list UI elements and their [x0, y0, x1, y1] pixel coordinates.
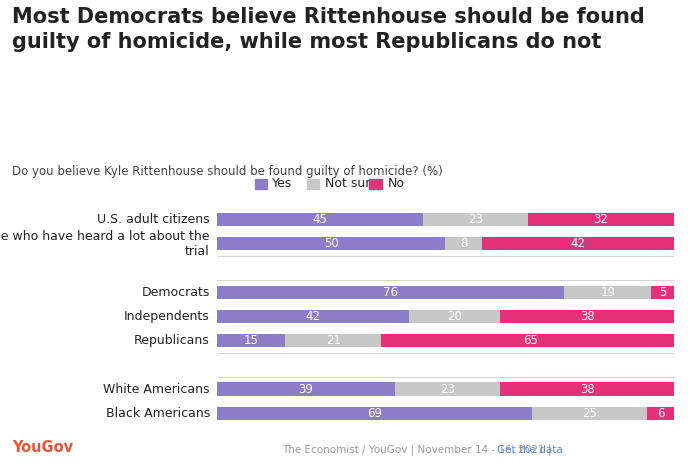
Bar: [217, 237, 446, 251]
Text: 19: 19: [601, 286, 615, 299]
Text: 50: 50: [324, 237, 338, 250]
Bar: [482, 237, 674, 251]
Text: 38: 38: [580, 310, 594, 323]
Text: 6: 6: [657, 407, 665, 420]
Text: Yes: Yes: [272, 177, 292, 190]
Bar: [381, 334, 679, 347]
Text: 20: 20: [447, 310, 462, 323]
Text: 42: 42: [305, 310, 321, 323]
Text: 38: 38: [580, 383, 594, 396]
Text: U.S. adult citizens: U.S. adult citizens: [97, 213, 210, 226]
Text: People who have heard a lot about the
trial: People who have heard a lot about the tr…: [0, 230, 210, 258]
Bar: [217, 310, 409, 323]
Text: Independents: Independents: [124, 310, 210, 323]
Text: 15: 15: [244, 334, 259, 347]
Text: 8: 8: [460, 237, 467, 250]
Bar: [500, 383, 674, 396]
Text: Democrats: Democrats: [142, 286, 210, 299]
Bar: [500, 310, 674, 323]
Bar: [446, 237, 482, 251]
Text: 69: 69: [367, 407, 382, 420]
Text: 76: 76: [383, 286, 398, 299]
Bar: [647, 407, 674, 420]
Text: 23: 23: [440, 383, 455, 396]
Text: 65: 65: [523, 334, 537, 347]
Bar: [422, 213, 528, 226]
Text: Do you believe Kyle Rittenhouse should be found guilty of homicide? (%): Do you believe Kyle Rittenhouse should b…: [12, 165, 443, 178]
Bar: [217, 407, 533, 420]
Bar: [395, 383, 500, 396]
Text: The Economist / YouGov | November 14 - 16, 2021 |: The Economist / YouGov | November 14 - 1…: [282, 444, 555, 455]
Bar: [564, 286, 652, 299]
Bar: [528, 213, 674, 226]
Text: 42: 42: [570, 237, 585, 250]
Text: YouGov: YouGov: [12, 440, 74, 455]
Text: 25: 25: [582, 407, 597, 420]
Text: 5: 5: [659, 286, 667, 299]
Text: 23: 23: [468, 213, 483, 226]
Bar: [533, 407, 647, 420]
Text: Republicans: Republicans: [134, 334, 210, 347]
Bar: [286, 334, 381, 347]
Bar: [217, 383, 395, 396]
Bar: [217, 213, 422, 226]
Text: 45: 45: [312, 213, 327, 226]
Text: 21: 21: [326, 334, 341, 347]
Text: No: No: [387, 177, 405, 190]
Bar: [217, 286, 564, 299]
Text: 32: 32: [594, 213, 608, 226]
Text: 39: 39: [299, 383, 313, 396]
Text: Not sure: Not sure: [325, 177, 378, 190]
Text: Get the data: Get the data: [497, 445, 563, 455]
Text: Black Americans: Black Americans: [105, 407, 210, 420]
Text: White Americans: White Americans: [103, 383, 210, 396]
Bar: [652, 286, 674, 299]
Bar: [217, 334, 286, 347]
Bar: [409, 310, 500, 323]
Text: Most Democrats believe Rittenhouse should be found
guilty of homicide, while mos: Most Democrats believe Rittenhouse shoul…: [12, 7, 645, 52]
